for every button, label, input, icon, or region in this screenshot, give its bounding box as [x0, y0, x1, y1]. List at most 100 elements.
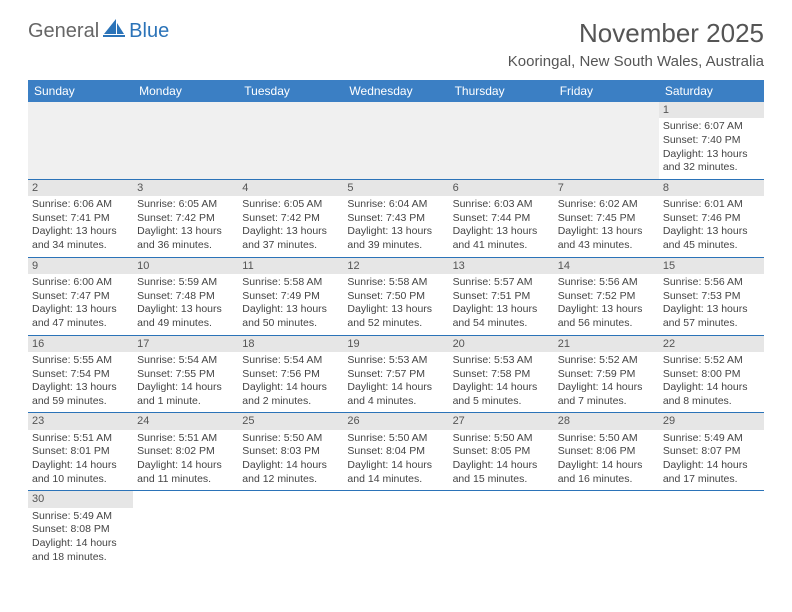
sunrise-line: Sunrise: 6:07 AM: [663, 120, 760, 134]
daylight-line: Daylight: 13 hours and 36 minutes.: [137, 225, 234, 252]
logo-text-blue: Blue: [129, 20, 169, 43]
empty-cell: [659, 491, 764, 568]
sunrise-line: Sunrise: 5:51 AM: [32, 432, 129, 446]
day-number: 17: [133, 336, 238, 352]
sunrise-line: Sunrise: 6:06 AM: [32, 198, 129, 212]
daylight-line: Daylight: 13 hours and 41 minutes.: [453, 225, 550, 252]
sunrise-line: Sunrise: 5:53 AM: [453, 354, 550, 368]
day-number: 26: [343, 413, 448, 429]
sunrise-line: Sunrise: 5:58 AM: [347, 276, 444, 290]
day-number: 4: [238, 180, 343, 196]
day-number: 15: [659, 258, 764, 274]
daylight-line: Daylight: 14 hours and 5 minutes.: [453, 381, 550, 408]
sunrise-line: Sunrise: 5:52 AM: [663, 354, 760, 368]
day-cell: 26 Sunrise: 5:50 AMSunset: 8:04 PMDayligh…: [343, 413, 448, 491]
empty-cell: [449, 491, 554, 568]
sunset-line: Sunset: 8:06 PM: [558, 445, 655, 459]
day-number: 14: [554, 258, 659, 274]
day-cell: 14Sunrise: 5:56 AMSunset: 7:52 PMDayligh…: [554, 257, 659, 335]
sunrise-line: Sunrise: 6:00 AM: [32, 276, 129, 290]
daylight-line: Daylight: 13 hours and 45 minutes.: [663, 225, 760, 252]
daylight-line: Daylight: 13 hours and 57 minutes.: [663, 303, 760, 330]
calendar-table: SundayMondayTuesdayWednesdayThursdayFrid…: [28, 80, 764, 568]
day-cell: 23Sunrise: 5:51 AMSunset: 8:01 PMDayligh…: [28, 413, 133, 491]
sunset-line: Sunset: 7:49 PM: [242, 290, 339, 304]
sunset-line: Sunset: 7:46 PM: [663, 212, 760, 226]
sunset-line: Sunset: 7:54 PM: [32, 368, 129, 382]
sunrise-line: Sunrise: 5:52 AM: [558, 354, 655, 368]
title-block: November 2025 Kooringal, New South Wales…: [508, 18, 764, 70]
location-text: Kooringal, New South Wales, Australia: [508, 53, 764, 70]
sunrise-line: Sunrise: 5:50 AM: [347, 432, 444, 446]
day-cell: 7Sunrise: 6:02 AMSunset: 7:45 PMDaylight…: [554, 179, 659, 257]
sunrise-line: Sunrise: 5:57 AM: [453, 276, 550, 290]
sunrise-line: Sunrise: 5:51 AM: [137, 432, 234, 446]
sunset-line: Sunset: 7:55 PM: [137, 368, 234, 382]
sunset-line: Sunset: 8:07 PM: [663, 445, 760, 459]
sunset-line: Sunset: 7:57 PM: [347, 368, 444, 382]
daylight-line: Daylight: 14 hours and 14 minutes.: [347, 459, 444, 486]
day-cell: 27Sunrise: 5:50 AMSunset: 8:05 PMDayligh…: [449, 413, 554, 491]
calendar-week: 30Sunrise: 5:49 AMSunset: 8:08 PMDayligh…: [28, 491, 764, 568]
day-number: 10: [133, 258, 238, 274]
day-cell: 5Sunrise: 6:04 AMSunset: 7:43 PMDaylight…: [343, 179, 448, 257]
daylight-line: Daylight: 14 hours and 4 minutes.: [347, 381, 444, 408]
calendar-week: 23Sunrise: 5:51 AMSunset: 8:01 PMDayligh…: [28, 413, 764, 491]
sunrise-line: Sunrise: 5:59 AM: [137, 276, 234, 290]
sunrise-line: Sunrise: 5:56 AM: [558, 276, 655, 290]
day-cell: 1Sunrise: 6:07 AMSunset: 7:40 PMDaylight…: [659, 102, 764, 179]
sunrise-line: Sunrise: 5:56 AM: [663, 276, 760, 290]
day-number: 18: [238, 336, 343, 352]
day-number: 23: [28, 413, 133, 429]
day-number: 16: [28, 336, 133, 352]
day-number: 28: [554, 413, 659, 429]
sunrise-line: Sunrise: 6:01 AM: [663, 198, 760, 212]
weekday-header: Sunday: [28, 80, 133, 102]
empty-cell: [554, 491, 659, 568]
day-cell: 15Sunrise: 5:56 AMSunset: 7:53 PMDayligh…: [659, 257, 764, 335]
sunset-line: Sunset: 7:42 PM: [242, 212, 339, 226]
empty-cell: [238, 491, 343, 568]
sunrise-line: Sunrise: 5:55 AM: [32, 354, 129, 368]
day-cell: 13Sunrise: 5:57 AMSunset: 7:51 PMDayligh…: [449, 257, 554, 335]
sunset-line: Sunset: 8:03 PM: [242, 445, 339, 459]
weekday-header: Thursday: [449, 80, 554, 102]
day-cell: 9Sunrise: 6:00 AMSunset: 7:47 PMDaylight…: [28, 257, 133, 335]
sunrise-line: Sunrise: 5:50 AM: [558, 432, 655, 446]
sunset-line: Sunset: 8:04 PM: [347, 445, 444, 459]
day-cell: 30Sunrise: 5:49 AMSunset: 8:08 PMDayligh…: [28, 491, 133, 568]
daylight-line: Daylight: 14 hours and 1 minute.: [137, 381, 234, 408]
sunset-line: Sunset: 7:44 PM: [453, 212, 550, 226]
day-number: 13: [449, 258, 554, 274]
sunset-line: Sunset: 7:52 PM: [558, 290, 655, 304]
daylight-line: Daylight: 13 hours and 52 minutes.: [347, 303, 444, 330]
weekday-header: Friday: [554, 80, 659, 102]
calendar-week: 1Sunrise: 6:07 AMSunset: 7:40 PMDaylight…: [28, 102, 764, 179]
logo: General Blue: [28, 18, 169, 44]
sunrise-line: Sunrise: 5:54 AM: [137, 354, 234, 368]
day-number: 30: [28, 491, 133, 507]
daylight-line: Daylight: 14 hours and 11 minutes.: [137, 459, 234, 486]
empty-cell: [449, 102, 554, 179]
daylight-line: Daylight: 14 hours and 18 minutes.: [32, 537, 129, 564]
day-cell: 12Sunrise: 5:58 AMSunset: 7:50 PMDayligh…: [343, 257, 448, 335]
day-cell: 2Sunrise: 6:06 AMSunset: 7:41 PMDaylight…: [28, 179, 133, 257]
day-number: 1: [659, 102, 764, 118]
logo-text-general: General: [28, 20, 99, 43]
empty-cell: [238, 102, 343, 179]
sunset-line: Sunset: 7:59 PM: [558, 368, 655, 382]
daylight-line: Daylight: 14 hours and 15 minutes.: [453, 459, 550, 486]
daylight-line: Daylight: 14 hours and 16 minutes.: [558, 459, 655, 486]
day-number: 19: [343, 336, 448, 352]
sunrise-line: Sunrise: 5:54 AM: [242, 354, 339, 368]
day-cell: 16Sunrise: 5:55 AMSunset: 7:54 PMDayligh…: [28, 335, 133, 413]
calendar-week: 9Sunrise: 6:00 AMSunset: 7:47 PMDaylight…: [28, 257, 764, 335]
day-cell: 3Sunrise: 6:05 AMSunset: 7:42 PMDaylight…: [133, 179, 238, 257]
day-number: 22: [659, 336, 764, 352]
sunset-line: Sunset: 7:42 PM: [137, 212, 234, 226]
day-number: 7: [554, 180, 659, 196]
page-header: General Blue November 2025 Kooringal, Ne…: [0, 0, 792, 76]
day-cell: 20Sunrise: 5:53 AMSunset: 7:58 PMDayligh…: [449, 335, 554, 413]
daylight-line: Daylight: 13 hours and 37 minutes.: [242, 225, 339, 252]
day-cell: 17 Sunrise: 5:54 AMSunset: 7:55 PMDayligh…: [133, 335, 238, 413]
